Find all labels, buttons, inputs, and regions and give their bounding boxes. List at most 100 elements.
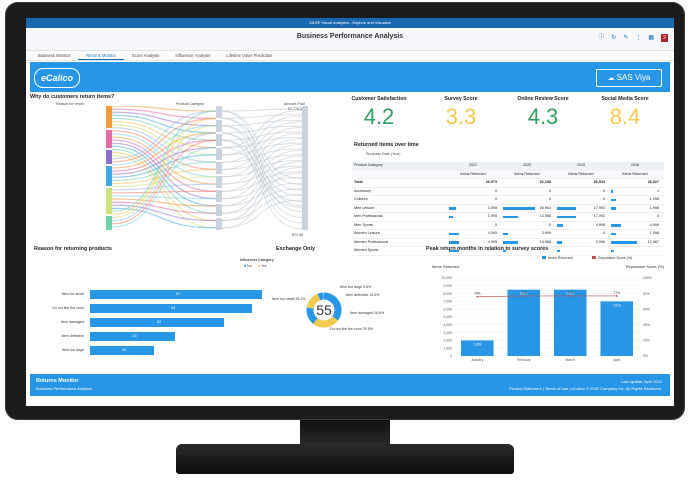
sankey-flow [111, 204, 217, 222]
table-row[interactable]: Accessory 0 0 0 1 [352, 188, 664, 196]
cell-bar [611, 207, 617, 210]
purchase-date-filter[interactable]: Purchase Date (Year) [366, 152, 401, 156]
sankey-flow [221, 166, 303, 222]
category-node [216, 134, 222, 146]
cell-bar [611, 198, 617, 201]
cell-bar [449, 241, 459, 244]
footer-title: Returns Monitor [36, 378, 79, 384]
more-icon[interactable]: ⋮ [635, 35, 642, 41]
kpi-label-satisfaction: Customer Satisfaction [351, 96, 407, 102]
table-cell: 1 [610, 188, 660, 196]
category-node [216, 120, 222, 132]
cell-value: 14,985 [539, 239, 551, 244]
table-row[interactable]: Women Professional 4,995 14,985 3,996 12,987 [352, 239, 664, 247]
donut-label: Do not like the color 25.5% [330, 327, 374, 331]
table-row[interactable]: Men Sports 0 0 4,998 4,996 [352, 222, 664, 230]
tab-lifetime-value[interactable]: Lifetime Value Prediction [226, 53, 273, 58]
exchange-title: Exchange Only [276, 246, 315, 252]
category-node [216, 106, 222, 118]
reason-bar[interactable] [90, 332, 175, 341]
year-2021[interactable]: 2021 [468, 163, 478, 167]
y2-tick-label: 0% [643, 354, 648, 358]
sankey-flow [221, 138, 303, 185]
category-node [216, 176, 222, 188]
reason-bar[interactable] [90, 318, 224, 327]
table-cell: 1,998 [610, 205, 660, 213]
total-label: Total [354, 180, 363, 184]
cloud-icon: ☁ [607, 75, 615, 82]
col-category-label: Product Category [176, 102, 204, 106]
report-tabs: Business Monitor Returns Monitor Score A… [26, 51, 674, 61]
kpi-label-online-review: Online Review Score [517, 96, 569, 102]
sankey-flow [221, 144, 303, 192]
row-category: Men Sports [354, 222, 373, 227]
kpi-value-satisfaction: 4.2 [363, 104, 395, 129]
bar-value: 52 [156, 320, 162, 324]
sankey-flow [221, 139, 303, 203]
month-label: January [471, 358, 483, 362]
tab-returns-monitor[interactable]: Returns Monitor [78, 51, 124, 60]
info-icon[interactable]: ⓘ [598, 35, 605, 41]
sub-header-2018: Items Returned [622, 171, 648, 176]
sankey-flow [111, 125, 217, 166]
footer-links[interactable]: Privacy Statement | Terms of Use | eCali… [509, 386, 662, 391]
grid-icon[interactable]: ▦ [648, 35, 654, 41]
sankey-chart [106, 106, 308, 230]
cell-bar [449, 249, 460, 252]
cell-value: 0 [548, 222, 551, 227]
table-header: Product Category 2021 2020 2019 2018 [352, 162, 664, 171]
line-data-label: 77% [567, 291, 574, 295]
legend-swatch [542, 256, 546, 259]
y-tick-label: 4,000 [444, 323, 453, 327]
sankey-flow [111, 117, 217, 141]
reputation-point [522, 295, 525, 297]
refresh-icon[interactable]: ↻ [611, 35, 617, 41]
reason-bar[interactable] [90, 290, 263, 299]
cell-bar [557, 249, 561, 252]
reputation-point [476, 295, 479, 298]
donut-segment [317, 292, 324, 301]
donut-label: Item too large 5.5% [340, 285, 372, 289]
table-cell [556, 247, 606, 255]
sankey-flow [111, 125, 217, 219]
tab-influencer-analysis[interactable]: Influencer Analysis [175, 53, 211, 58]
tab-score-analysis[interactable]: Score Analysis [131, 53, 160, 58]
cell-value: 0 [548, 197, 551, 201]
edit-icon[interactable]: ✎ [623, 35, 629, 41]
sankey-flow [221, 149, 303, 200]
table-subheader: Items Returned Items Returned Items Retu… [352, 170, 664, 179]
table-cell: 17,992 [556, 213, 606, 221]
peak-combo-chart: Items Returned Reputation Score (%) Items … [432, 256, 664, 362]
reason-bar[interactable] [90, 304, 252, 313]
reason-bar[interactable] [90, 346, 155, 355]
tab-business-monitor[interactable]: Business Monitor [38, 53, 71, 58]
table-row[interactable]: Men Leisure 3,995 36,963 17,992 1,998 [352, 205, 664, 213]
table-row[interactable]: Children 0 0 0 1,998 [352, 196, 664, 205]
cell-value: 0 [548, 188, 551, 193]
bar-value: 33 [132, 334, 137, 338]
line-data-label: 77% [521, 291, 528, 295]
sankey-flow [111, 114, 217, 134]
year-2020[interactable]: 2020 [522, 163, 532, 167]
sankey-flow [111, 190, 217, 194]
close-icon[interactable]: 2 [661, 34, 668, 42]
returned-items-table: Product Category 2021 2020 2019 2018 Ite… [352, 162, 664, 256]
cell-bar [503, 215, 519, 218]
footer-subtitle: Business Performance Analysis [36, 386, 93, 391]
reason-chart-title: Reason for returning products [34, 246, 112, 252]
year-2018[interactable]: 2018 [630, 163, 640, 167]
year-2019[interactable]: 2019 [576, 163, 586, 167]
sankey-flow [111, 132, 217, 169]
cell-value: 4,995 [487, 239, 497, 244]
y-tick-label: 6,000 [444, 307, 453, 311]
sankey-flow [111, 110, 217, 160]
table-cell: 1,998 [610, 230, 660, 238]
table-row[interactable]: Women Sports [352, 247, 664, 256]
table-cell: 0 [448, 222, 498, 230]
report-header: Business Performance Analysis ⓘ ↻ ✎ ⋮ ▦ … [26, 28, 674, 51]
sankey-flow [221, 121, 303, 163]
table-row[interactable]: Men Professional 1,995 14,985 17,992 0 [352, 213, 664, 222]
category-node [216, 218, 222, 230]
table-row[interactable]: Women Leisure 4,995 3,999 0 1,998 [352, 230, 664, 239]
sankey-flow [221, 127, 303, 170]
